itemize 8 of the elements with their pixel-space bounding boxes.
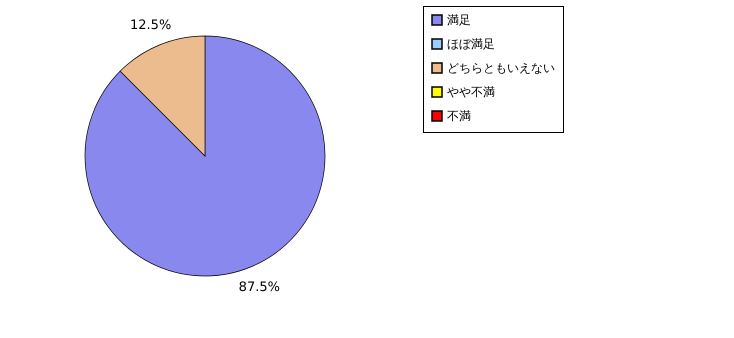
pie-slice xyxy=(84,36,326,276)
data-label: 87.5% xyxy=(238,280,280,296)
legend-label: どちらともいえない xyxy=(447,61,555,75)
legend-label: 不満 xyxy=(447,109,471,123)
data-label: 12.5% xyxy=(130,18,172,33)
legend-label: ほぼ満足 xyxy=(447,37,495,51)
legend-label: やや不満 xyxy=(447,85,495,99)
legend-label: 満足 xyxy=(447,13,471,27)
